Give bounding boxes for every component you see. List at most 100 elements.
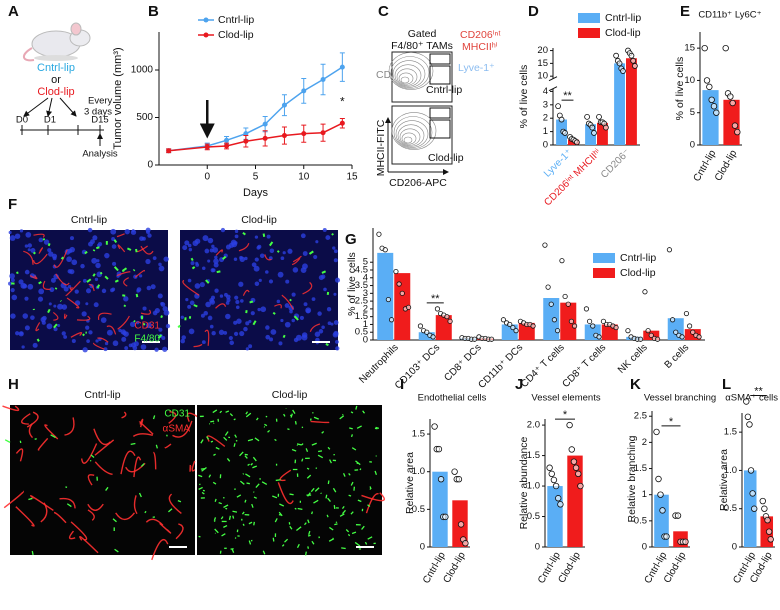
stain-green: [213, 517, 217, 521]
stain-green: [96, 284, 101, 289]
stain-green: [244, 499, 247, 503]
nucleus: [30, 315, 35, 320]
nucleus: [32, 342, 38, 348]
nucleus: [313, 254, 318, 260]
y-tick-label: 0: [732, 542, 737, 553]
data-point: [616, 60, 623, 67]
bar: [626, 58, 637, 145]
stain-red: [189, 464, 192, 472]
stain-green: [261, 481, 268, 486]
nucleus: [85, 325, 90, 330]
stain-green: [348, 494, 352, 497]
nucleus: [111, 287, 116, 292]
data-point: [417, 323, 424, 329]
nucleus: [234, 234, 239, 239]
stain-green: [212, 422, 215, 424]
data-point: [548, 470, 555, 478]
nucleus: [270, 329, 277, 335]
stain-green: [357, 499, 362, 503]
nucleus: [260, 306, 267, 313]
stain-red: [76, 315, 91, 321]
nucleus: [184, 240, 190, 246]
legend-swatch: [578, 13, 600, 23]
nucleus: [138, 274, 143, 278]
stain-green: [123, 304, 127, 308]
stain-red: [94, 439, 115, 456]
stain-green: [47, 308, 51, 314]
nucleus: [129, 321, 136, 328]
stain-green: [84, 250, 88, 255]
nucleus: [225, 313, 231, 320]
nucleus: [71, 339, 76, 344]
nucleus: [69, 269, 75, 275]
nucleus: [254, 257, 259, 262]
y-tick-label: 15: [537, 58, 548, 69]
x-axis-label: Days: [243, 187, 269, 199]
data-point: [462, 540, 469, 547]
stain-green: [198, 535, 201, 538]
data-point: [673, 329, 679, 335]
data-point: [396, 281, 402, 287]
nucleus: [257, 244, 262, 249]
nucleus: [211, 244, 215, 249]
y-tick-label: 500: [136, 112, 153, 123]
data-point: [663, 533, 670, 540]
stain-red: [66, 297, 80, 309]
nucleus: [240, 299, 244, 303]
nucleus: [123, 296, 129, 302]
stain-green: [191, 266, 196, 270]
nucleus: [254, 281, 260, 287]
nucleus: [292, 267, 299, 273]
stain-green: [262, 233, 266, 237]
stain-green: [333, 505, 336, 510]
data-point: [642, 289, 648, 295]
stain-red: [59, 497, 76, 509]
x-tick-label: 10: [298, 172, 310, 183]
stain-green: [224, 431, 229, 436]
data-point: [488, 336, 495, 342]
nucleus: [259, 253, 265, 259]
stain-green: [95, 246, 100, 250]
legend-label: Clod-lip: [620, 267, 656, 279]
data-point: [759, 497, 766, 505]
stain-green: [374, 470, 378, 475]
stain-label: F4/80: [134, 334, 160, 345]
y-axis-label: Relative area: [404, 452, 416, 514]
nucleus: [104, 252, 110, 259]
stain-red: [309, 323, 321, 333]
data-point: [744, 413, 752, 421]
y-tick-label: 0: [147, 160, 153, 171]
stain-green: [218, 501, 222, 505]
nucleus: [202, 266, 206, 270]
micrograph: [8, 227, 171, 353]
bar: [614, 63, 625, 146]
stain-green: [223, 504, 229, 509]
stain-red: [2, 405, 20, 412]
stain-green: [342, 509, 346, 515]
nucleus: [335, 340, 339, 344]
legend-label: Cntrl-lip: [620, 252, 656, 264]
y-tick-label: 3.5: [355, 280, 368, 291]
stain-green: [36, 338, 40, 342]
axis: [158, 32, 352, 166]
nucleus: [187, 243, 192, 248]
legend-swatch: [593, 268, 615, 278]
stain-green: [232, 510, 238, 513]
stain-green: [253, 521, 255, 526]
population-label: MHCIIʰⁱ: [462, 41, 498, 53]
y-tick-label: 1.0: [724, 465, 737, 476]
annotation: **: [754, 385, 763, 397]
stain-red: [291, 257, 301, 266]
stain-green: [135, 293, 139, 298]
stain-green: [254, 437, 260, 442]
stain-green: [214, 528, 219, 534]
stain-red: [281, 294, 294, 310]
nucleus: [223, 330, 228, 335]
data-point: [625, 328, 631, 334]
data-point: [729, 99, 736, 107]
nucleus: [285, 279, 290, 284]
data-point: [657, 491, 664, 498]
sample-label: Cntrl-lip: [84, 389, 120, 401]
stain-red: [140, 245, 154, 255]
y-tick-label: 4: [543, 86, 548, 97]
